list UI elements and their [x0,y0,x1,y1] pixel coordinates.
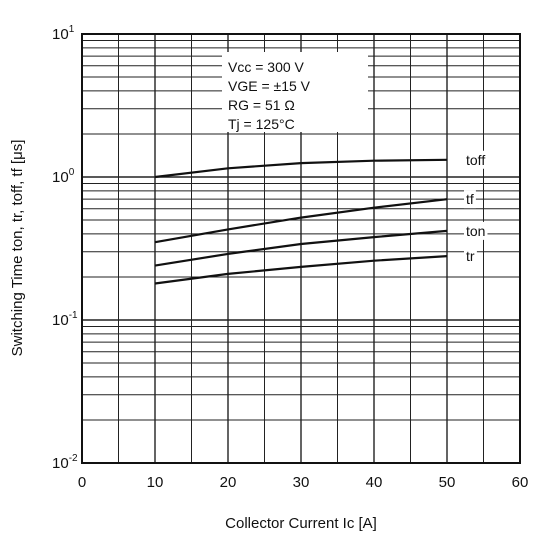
y-tick-label: 100 [52,167,75,186]
series-label-bg [464,247,477,266]
condition-vge: VGE = ±15 V [228,78,311,94]
series-line-toff [154,158,448,179]
conditions-box [222,52,368,132]
series-label-ton: ton [466,223,485,239]
x-axis-title: Collector Current Ic [A] [225,515,377,532]
series-label-toff: toff [466,152,485,168]
series-label-tf: tf [466,191,474,207]
series-line-tr [154,255,448,285]
x-tick-labels: 0 10 20 30 40 50 60 [78,474,529,491]
x-tick-label: 60 [512,474,529,491]
y-tick-label: 10-2 [52,453,78,472]
series-labels: toff tf ton tr [464,150,488,266]
series-line-ton [154,229,448,267]
x-tick-label: 20 [220,474,237,491]
x-tick-label: 0 [78,474,86,491]
series-label-bg [464,150,488,169]
x-tick-label: 30 [293,474,310,491]
series-label-bg [464,221,488,240]
y-axis-title: Switching Time ton, tr, toff, tf [μs] [9,140,26,357]
x-tick-label: 50 [439,474,456,491]
y-tick-label: 10-1 [52,310,78,329]
series-lines [154,158,448,285]
y-tick-label: 101 [52,24,75,43]
series-label-tr: tr [466,248,475,264]
series-line-tf [154,198,448,244]
condition-rg: RG = 51 Ω [228,97,295,113]
plot-frame [81,33,521,464]
x-tick-label: 10 [147,474,164,491]
condition-vcc: Vcc = 300 V [228,59,305,75]
series-label-bg [464,190,476,209]
x-tick-label: 40 [366,474,383,491]
condition-tj: Tj = 125°C [228,116,295,132]
y-tick-labels: 10-2 10-1 100 101 [52,24,78,472]
conditions: Vcc = 300 V VGE = ±15 V RG = 51 Ω Tj = 1… [228,59,311,132]
